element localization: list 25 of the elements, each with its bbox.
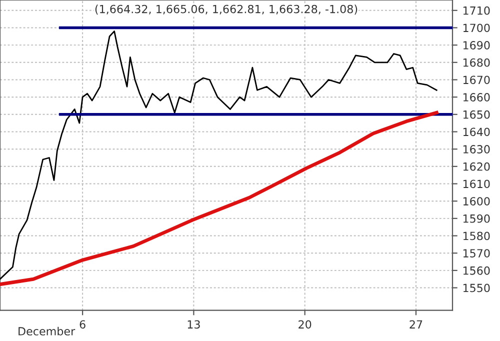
y-tick-label: 1690 — [463, 41, 490, 50]
y-tick-label: 1610 — [463, 180, 490, 188]
y-tick-label: 1680 — [463, 58, 490, 67]
y-tick-label: 1570 — [463, 249, 490, 258]
x-tick-label: 6 — [80, 320, 86, 329]
y-tick-label: 1650 — [463, 110, 490, 119]
y-tick-label: 1560 — [463, 266, 490, 275]
y-tick-label: 1660 — [463, 93, 490, 102]
y-tick-label: 1700 — [463, 24, 490, 32]
y-tick-label: 1630 — [463, 145, 490, 154]
y-tick-label: 1670 — [463, 76, 490, 84]
chart-title: (1,664.32, 1,665.06, 1,662.81, 1,663.28, -1.08) — [95, 4, 358, 15]
y-tick-label: 1590 — [463, 214, 490, 223]
x-tick-label: 27 — [410, 320, 422, 328]
line-series — [0, 110, 438, 286]
y-tick-label: 1580 — [463, 232, 490, 240]
text: December — [18, 326, 76, 336]
x-tick-label: 13 — [188, 320, 200, 329]
y-tick-label: 1550 — [463, 284, 490, 292]
line-series — [0, 30, 438, 280]
y-tick-label: 1620 — [463, 162, 490, 171]
x-tick-label: 20 — [298, 320, 312, 329]
y-tick-label: 1600 — [463, 197, 490, 206]
y-tick-label: 1710 — [463, 6, 490, 15]
y-tick-label: 1640 — [463, 128, 490, 136]
